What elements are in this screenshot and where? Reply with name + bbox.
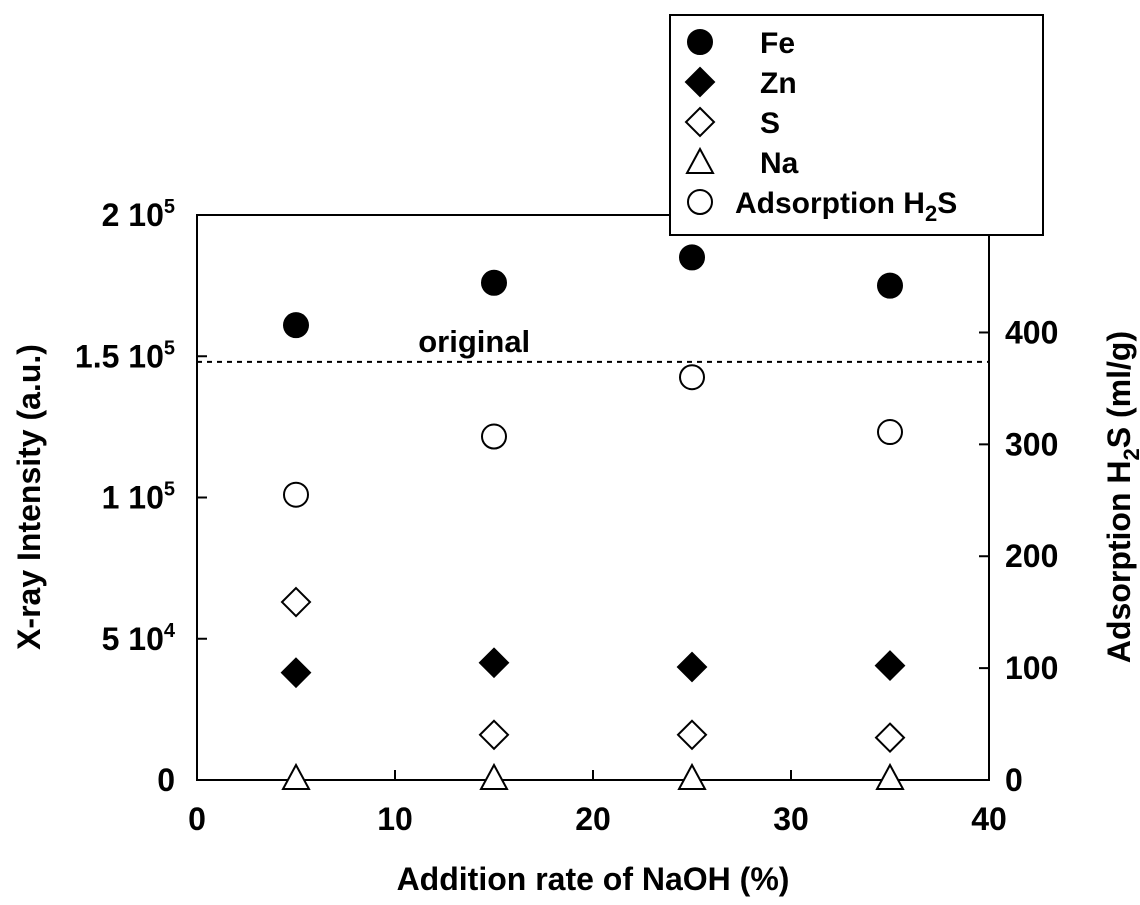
legend-label-na: Na [760,147,799,180]
data-point-na [677,762,707,790]
legend-marker-fe [687,29,713,55]
y-right-tick-label: 400 [1005,314,1058,350]
legend-label-zn: Zn [760,67,797,100]
plot-area-frame [196,214,990,781]
y-axis-right-title: Adsorption H2S (ml/g) [1101,331,1140,663]
data-point-na [875,762,905,790]
data-points-layer [280,244,906,790]
data-point-zn [874,650,906,682]
legend-label-fe: Fe [760,27,795,60]
x-tick-label: 30 [773,801,809,837]
x-tick-label: 10 [377,801,413,837]
legend-marker-adsorption-h-s [687,189,713,215]
y-axis-right-title-prefix: Adsorption H [1101,460,1137,663]
data-point-adsorption-h-s [877,419,903,446]
data-point-fe [679,244,705,271]
y-right-tick-label: 100 [1005,650,1058,686]
y-axis-left-title: X-ray Intensity (a.u.) [11,344,47,650]
data-point-s [874,722,906,754]
data-point-fe [481,269,507,296]
y-left-tick-label: 5 104 [102,620,176,657]
data-point-s [676,719,708,751]
legend-marker-s [684,106,716,138]
data-point-na [479,762,509,790]
y-right-tick-label: 300 [1005,426,1058,462]
data-point-s [280,586,312,618]
y-axis-right-title-suffix: S (ml/g) [1101,331,1137,448]
data-point-s [478,719,510,751]
y-left-tick-label: 2 105 [102,196,175,233]
data-point-adsorption-h-s [481,423,507,450]
legend-marker-zn [684,66,716,98]
data-point-fe [877,272,903,299]
x-tick-label: 40 [971,801,1007,837]
legend: Fe Zn S Na Adsorption H2S [669,14,1044,236]
data-point-fe [283,312,309,339]
legend-label-s: S [760,107,780,140]
y-left-tick-label: 1 105 [102,479,175,516]
y-right-tick-label: 200 [1005,538,1058,574]
data-point-na [281,762,311,790]
y-right-tick-label: 0 [1005,762,1023,798]
data-point-zn [280,657,312,689]
x-tick-label: 0 [188,801,206,837]
legend-marker-na [685,146,715,174]
x-axis-title: Addition rate of NaOH (%) [397,861,790,897]
legend-items: Fe Zn S Na Adsorption H2S [684,27,957,226]
legend-box [669,14,1044,236]
x-tick-label: 20 [575,801,611,837]
y-left-tick-label: 1.5 105 [75,337,175,374]
reference-line-layer: original [197,324,989,363]
data-point-adsorption-h-s [679,364,705,391]
data-point-zn [676,651,708,683]
y-axis-right-title-sub: 2 [1119,448,1140,460]
data-point-zn [478,647,510,679]
y-left-tick-label: 0 [157,762,175,798]
legend-label-adsorption-h-s: Adsorption H2S [735,187,957,226]
data-point-adsorption-h-s [283,481,309,508]
reference-line-label: original [418,324,530,359]
